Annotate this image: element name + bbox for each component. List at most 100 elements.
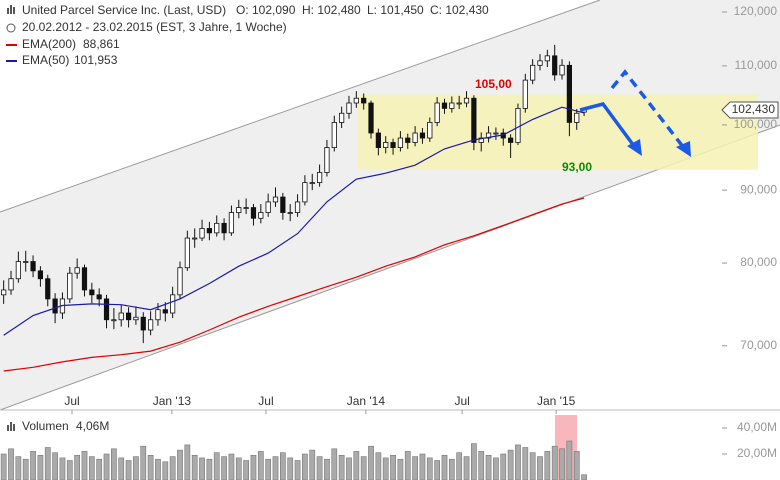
volume-bar	[382, 457, 389, 480]
arrowhead	[627, 139, 642, 156]
volume-bar	[52, 452, 58, 480]
ohlc-low: L: 101,450	[367, 3, 424, 17]
candle-body	[30, 261, 36, 272]
volume-bar	[493, 457, 499, 480]
candle-body	[530, 64, 536, 81]
volume-bar	[478, 451, 485, 480]
candle-body	[368, 102, 374, 134]
volume-label: Volumen	[22, 419, 69, 433]
channel-upper	[0, 0, 601, 213]
arrow-dashed	[610, 69, 686, 150]
candle-body	[302, 182, 308, 203]
volume-bar	[294, 460, 301, 480]
volume-bar	[287, 457, 294, 480]
volume-bar	[118, 457, 125, 480]
icon	[13, 7, 15, 14]
candle-body	[566, 64, 572, 123]
candle-body	[74, 267, 80, 274]
volume-bar	[331, 448, 338, 480]
volume-bar	[529, 452, 536, 480]
candle-body	[478, 137, 484, 143]
arrow-solid	[579, 102, 636, 148]
candle-body	[206, 228, 212, 234]
candle-body	[309, 182, 315, 185]
volume-bar	[368, 445, 374, 480]
candle-body	[412, 132, 418, 143]
volume-bar	[228, 453, 235, 480]
y-tick-label: 90,000	[740, 182, 777, 196]
volume-bar	[133, 456, 139, 480]
volume-bar	[419, 453, 426, 480]
candle-body	[23, 261, 29, 263]
candle-body	[375, 132, 381, 149]
icon	[7, 8, 9, 14]
candle-body	[89, 289, 95, 296]
volume-bar	[162, 461, 169, 480]
x-tick-label: Jan '14	[347, 394, 386, 408]
candle-body	[52, 298, 58, 314]
ema-line	[3, 106, 585, 336]
price-tag-label: 102,430	[732, 102, 776, 116]
candle-body	[67, 272, 73, 300]
candle-body	[339, 112, 345, 123]
volume-bar	[221, 456, 227, 480]
x-tick-label: Jan '13	[153, 394, 192, 408]
y-tick-label: 120,000	[734, 4, 778, 18]
clock-icon	[6, 23, 16, 33]
y-tick-label: 70,000	[740, 338, 777, 352]
volume-bar	[191, 454, 198, 480]
arrows	[579, 69, 691, 157]
volume-tick-label: 40,00M	[737, 420, 777, 434]
volume-bar	[434, 460, 441, 480]
candle-body	[574, 112, 580, 123]
subtitle: 20.02.2012 - 23.02.2015 (EST, 3 Jahre, 1…	[22, 20, 287, 34]
volume-bar	[213, 452, 220, 480]
chart-title: United Parcel Service Inc. (Last, USD)	[22, 3, 226, 17]
candle-body	[170, 294, 176, 314]
candle-body	[81, 267, 88, 291]
legend-value: 88,861	[83, 37, 120, 51]
x-tick-label: Jul	[64, 394, 79, 408]
volume-bar	[316, 456, 323, 480]
volume-value: 4,06M	[76, 419, 109, 433]
volume-bar	[15, 456, 22, 480]
volume-bar	[96, 458, 103, 480]
candle-body	[103, 298, 110, 321]
volume-bar	[559, 448, 565, 480]
candle-body	[280, 196, 286, 213]
candle-body	[419, 132, 426, 139]
volume-bar	[199, 457, 205, 480]
volume-bar	[485, 454, 492, 480]
volume-bar	[30, 451, 36, 480]
candle-body	[353, 97, 359, 104]
candle-body	[544, 55, 550, 62]
candle-body	[162, 309, 168, 314]
candle-body	[493, 132, 499, 135]
volume-bar	[250, 454, 257, 480]
volume-bar	[338, 454, 345, 480]
legend-label: EMA(200)	[22, 37, 76, 51]
volume-bar	[353, 451, 360, 480]
candle-body	[96, 294, 102, 300]
volume-bar	[324, 458, 330, 480]
price-tag	[721, 101, 779, 119]
volume-bar	[309, 449, 316, 480]
volume-bar	[147, 454, 154, 480]
candle-body	[463, 97, 470, 104]
volume-bar	[573, 451, 580, 480]
candle-body	[45, 278, 51, 300]
volume-bar	[44, 447, 51, 480]
zone-lower-label: 93,00	[562, 160, 592, 174]
candle-body	[1, 289, 7, 296]
candle-body	[537, 60, 543, 66]
volume-bar	[390, 454, 396, 480]
volume-bar	[404, 451, 411, 480]
candle-body	[456, 102, 462, 105]
candle-body	[441, 102, 448, 109]
volume-bar	[272, 456, 279, 480]
y-tick-label: 100,000	[734, 117, 778, 131]
candle-body	[265, 201, 271, 213]
candle-body	[515, 108, 521, 143]
volume-bar	[177, 449, 183, 480]
